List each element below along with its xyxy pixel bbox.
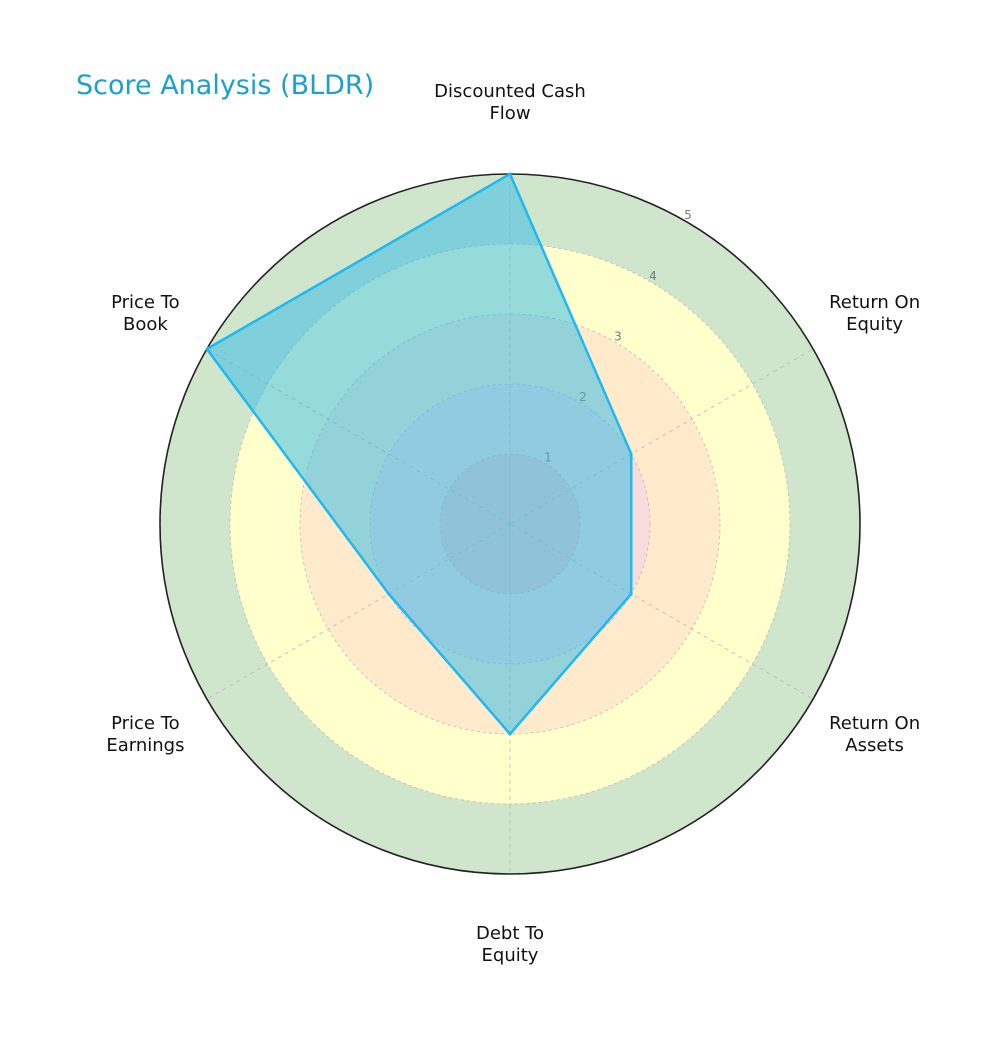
category-label: Price To Earnings [106,712,185,756]
category-label: Return On Equity [829,291,921,335]
score-point [387,592,391,596]
grid-ring [299,313,721,735]
category-label: Debt To Equity [475,923,545,966]
score-point [205,347,209,351]
r-tick-label: 4 [649,269,657,283]
category-label: Return On Assets [829,712,921,756]
chart-title: Score Analysis (BLDR) [76,70,375,101]
r-tick-label: 5 [684,208,692,222]
score-point [508,732,512,736]
r-tick-label: 3 [614,329,622,343]
score-point [629,452,633,456]
score-point [629,592,633,596]
category-label: Price To Book [111,291,180,335]
category-label: Discounted Cash Flow [434,81,586,124]
score-point [508,172,512,176]
